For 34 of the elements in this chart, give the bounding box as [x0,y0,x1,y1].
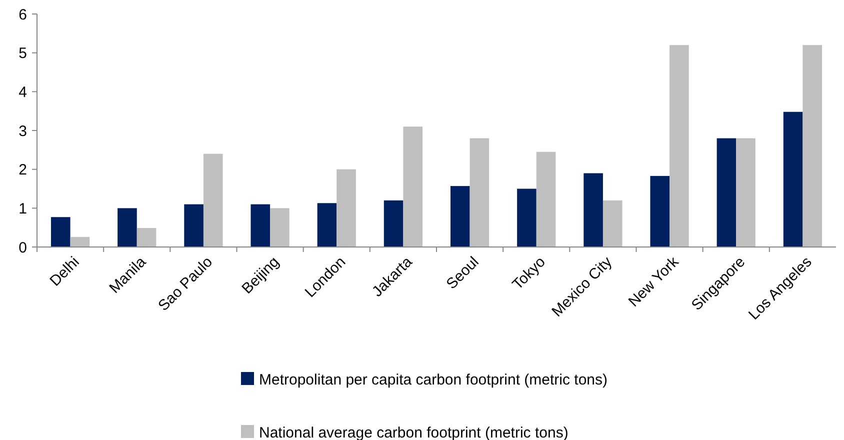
bar [783,112,803,247]
bar [317,203,337,247]
bar [118,208,137,247]
bar [670,45,689,247]
bar [336,169,356,247]
bar [736,138,756,247]
bar [517,188,536,247]
bar [384,200,404,247]
y-tick-label: 5 [18,45,27,62]
bar [584,173,603,247]
y-tick-label: 3 [18,122,27,140]
bar [802,45,822,247]
bar [184,204,204,247]
legend-label: Metropolitan per capita carbon footprint (metric tons) [259,371,608,388]
y-tick-label: 6 [18,6,27,24]
bar [536,152,556,247]
y-tick-label: 1 [18,200,27,218]
bar [50,217,70,247]
bar [203,154,223,247]
bar [403,126,423,247]
legend-label: National average carbon footprint (metric tons) [259,424,568,440]
y-tick-label: 0 [18,239,27,256]
bar [602,200,622,247]
bar [716,138,736,247]
bar [650,176,670,247]
bar [136,228,156,247]
bar [70,236,90,247]
bar [270,208,290,247]
x-tick-label: New York [625,253,682,310]
bar [450,186,470,247]
bar [250,204,270,247]
bar [470,138,490,247]
y-tick-label: 4 [18,84,27,101]
y-tick-label: 2 [18,162,27,179]
